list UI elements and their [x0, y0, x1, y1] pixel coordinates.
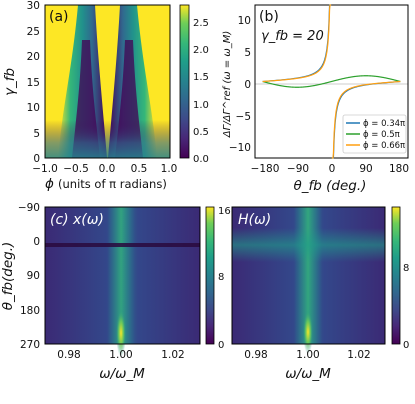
panel-b-xtick: 90 — [359, 163, 372, 175]
panel-c-ylabel: θ_fb(deg.) — [0, 242, 16, 311]
panel-b-label: (b) — [259, 9, 279, 25]
panel-b-yticks: −10 −5 0 5 10 — [229, 15, 251, 154]
panel-d-title: H(ω) — [238, 212, 271, 228]
panel-d-horizontal-ridge — [232, 228, 385, 262]
panel-c-xtick: 1.00 — [109, 349, 132, 361]
legend-label-0: ϕ = 0.34π — [363, 119, 405, 129]
panel-a-colorbar-ticks: 0.0 0.5 1.0 1.5 2.0 2.5 — [193, 18, 209, 165]
panel-a-ytick: 5 — [33, 128, 40, 140]
panel-b-ytick: 0 — [244, 79, 251, 91]
panel-b-xtick: −180 — [251, 163, 280, 175]
panel-c-hotspot — [116, 309, 126, 357]
panel-a: (a) 0 5 10 15 20 25 30 −1.0 −0.5 0.0 0.5… — [2, 0, 209, 192]
panel-c-xtick: 0.98 — [57, 349, 80, 361]
panel-d-colorbar — [391, 206, 401, 345]
panel-a-ytick: 20 — [27, 51, 40, 63]
panel-b-legend-box — [342, 114, 407, 154]
panel-d-frame — [231, 206, 386, 345]
panel-a-cbtick: 0.5 — [193, 127, 209, 138]
series-line-1 — [262, 75, 401, 88]
panel-a-cbtick: 2.5 — [193, 18, 209, 29]
panel-c-yticks: −90 0 90 180 270 — [18, 202, 40, 351]
panel-b-annotation: γ_fb = 20 — [261, 29, 324, 44]
panel-d-cbtick: 0 — [403, 340, 409, 351]
panel-c-ytick: −90 — [18, 202, 40, 214]
panel-a-cbtick: 1.5 — [193, 72, 209, 83]
panel-a-cbtick: 1.0 — [193, 100, 209, 111]
panel-a-xlabel-var: ϕ — [45, 176, 54, 192]
panel-a-xtick: −0.5 — [63, 163, 89, 175]
panel-a-label: (a) — [49, 9, 69, 25]
panel-b-xlabel: θ_fb (deg.) — [294, 178, 367, 194]
panel-b-ytick: −10 — [229, 142, 251, 154]
panel-a-yticks: 0 5 10 15 20 25 30 — [27, 0, 40, 165]
panel-d-xticks: 0.98 1.00 1.02 — [244, 349, 370, 361]
series-line-2 — [262, 4, 401, 159]
panel-c-xticks: 0.98 1.00 1.02 — [57, 349, 184, 361]
panel-d-xtick: 1.02 — [347, 349, 370, 361]
panel-a-xtick: 1.0 — [161, 163, 178, 175]
panel-b-ytick: 10 — [238, 15, 251, 27]
panel-b-ytick: 5 — [244, 47, 251, 59]
panel-a-xlabel-units: (units of π radians) — [58, 177, 167, 191]
panel-a-cbtick: 2.0 — [193, 45, 209, 56]
panel-a-ytick: 30 — [27, 0, 40, 12]
panel-d-cbtick: 8 — [403, 263, 409, 274]
panel-d-xlabel: ω/ω_M — [285, 366, 331, 382]
panel-c-xlabel: ω/ω_M — [99, 366, 145, 382]
panel-a-ytick: 25 — [27, 26, 40, 38]
panel-b-ylabel: ΔΓ/ΔΓ^ref (ω = ω_M) — [222, 31, 233, 138]
panel-a-colorbar — [179, 4, 190, 159]
panel-b-series-group — [262, 4, 401, 159]
panel-a-cbtick: 0.0 — [193, 154, 209, 165]
panel-d-xtick: 0.98 — [244, 349, 267, 361]
panel-c-frame — [44, 206, 201, 345]
panel-c: (c) x(ω) −90 0 90 180 270 0.98 1.00 1.02… — [0, 202, 231, 382]
panel-a-ytick: 10 — [27, 102, 40, 114]
panel-a-xticks: −1.0 −0.5 0.0 0.5 1.0 — [32, 163, 177, 175]
panel-c-cbtick: 16 — [218, 206, 231, 217]
panel-c-cbtick: 0 — [218, 340, 224, 351]
panel-a-ylabel: γ_fb — [2, 68, 18, 96]
panel-b: (b) γ_fb = 20 −10 −5 0 5 10 −180 −90 0 9… — [222, 4, 409, 194]
panel-b-xtick: 180 — [389, 163, 409, 175]
legend-label-2: ϕ = 0.66π — [363, 141, 405, 151]
panel-d: H(ω) 0.98 1.00 1.02 ω/ω_M 0 8 — [231, 206, 409, 382]
panel-d-colorbar-ticks: 0 8 — [403, 263, 409, 351]
panel-b-xtick: 0 — [329, 163, 336, 175]
panel-a-ytick: 15 — [27, 77, 40, 89]
panel-c-colorbar — [205, 206, 215, 345]
panel-a-frame — [44, 4, 171, 159]
legend-label-1: ϕ = 0.5π — [363, 130, 400, 140]
panel-b-ytick: −5 — [236, 111, 251, 123]
panel-c-ytick: 90 — [27, 270, 40, 282]
panel-a-xtick: 0.0 — [99, 163, 116, 175]
panel-a-bottom-fade — [45, 120, 170, 158]
panel-c-label: (c) — [50, 212, 69, 228]
panel-c-title: x(ω) — [72, 212, 104, 228]
panel-b-xticks: −180 −90 0 90 180 — [251, 163, 409, 175]
panel-c-ytick: 270 — [20, 339, 40, 351]
panel-a-ytick: 0 — [33, 153, 40, 165]
panel-d-xtick: 1.00 — [296, 349, 319, 361]
panel-c-ytick: 0 — [33, 236, 40, 248]
panel-b-xtick: −90 — [287, 163, 309, 175]
panel-c-xtick: 1.02 — [161, 349, 184, 361]
panel-c-colorbar-ticks: 0 8 16 — [218, 206, 231, 351]
panel-d-hotspot — [303, 310, 313, 354]
panel-a-xtick: −1.0 — [32, 163, 58, 175]
panel-c-cbtick: 8 — [218, 272, 224, 283]
panel-a-xtick: 0.5 — [131, 163, 148, 175]
panel-b-legend: ϕ = 0.34π ϕ = 0.5π ϕ = 0.66π — [342, 114, 407, 154]
panel-c-ytick: 180 — [20, 305, 40, 317]
